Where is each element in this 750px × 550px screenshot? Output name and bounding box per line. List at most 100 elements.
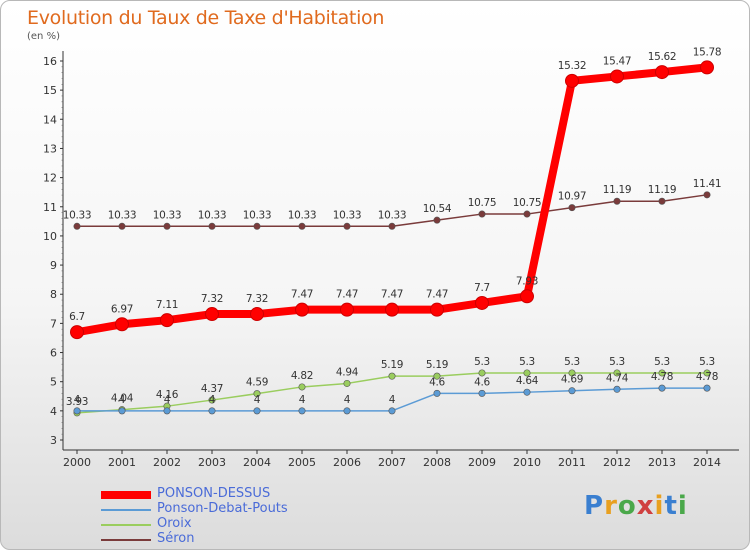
data-label: 5.3 bbox=[609, 356, 625, 368]
x-tick-label: 2002 bbox=[153, 456, 181, 469]
data-point bbox=[253, 222, 261, 230]
y-tick-label: 14 bbox=[43, 113, 57, 126]
data-label: 7.47 bbox=[426, 289, 448, 301]
data-point bbox=[658, 197, 666, 205]
legend-label: Ponson-Debat-Pouts bbox=[157, 501, 288, 516]
data-label: 10.54 bbox=[423, 203, 452, 215]
x-tick-label: 2009 bbox=[468, 456, 496, 469]
data-point bbox=[298, 383, 306, 391]
x-tick-label: 2004 bbox=[243, 456, 271, 469]
data-point bbox=[433, 389, 441, 397]
data-label: 10.33 bbox=[378, 209, 407, 221]
chart-title: Evolution du Taux de Taxe d'Habitation bbox=[27, 7, 385, 29]
data-point bbox=[613, 197, 621, 205]
data-point bbox=[388, 407, 396, 415]
y-tick-label: 13 bbox=[43, 142, 57, 155]
x-tick-label: 2007 bbox=[378, 456, 406, 469]
data-label: 6.7 bbox=[69, 311, 85, 323]
x-tick-label: 2000 bbox=[63, 456, 91, 469]
data-label: 4.6 bbox=[474, 376, 490, 388]
y-tick-label: 16 bbox=[43, 55, 57, 68]
data-label: 11.41 bbox=[693, 178, 722, 190]
data-point bbox=[253, 390, 261, 398]
data-label: 4.04 bbox=[111, 393, 134, 405]
data-label: 7.7 bbox=[474, 282, 490, 294]
data-label: 10.75 bbox=[513, 197, 542, 209]
y-tick-label: 6 bbox=[50, 347, 57, 360]
data-label: 4.94 bbox=[336, 366, 359, 378]
x-tick-label: 2008 bbox=[423, 456, 451, 469]
data-point bbox=[208, 396, 216, 404]
data-label: 10.33 bbox=[333, 209, 362, 221]
data-point bbox=[163, 222, 171, 230]
data-point bbox=[430, 302, 444, 317]
data-label: 4 bbox=[74, 394, 81, 406]
data-label: 4.64 bbox=[516, 375, 539, 387]
data-point bbox=[610, 69, 624, 84]
data-point bbox=[475, 295, 489, 310]
data-point bbox=[298, 222, 306, 230]
data-label: 4.69 bbox=[561, 374, 583, 386]
data-label: 15.47 bbox=[603, 55, 632, 67]
data-point bbox=[118, 407, 126, 415]
data-label: 10.33 bbox=[153, 209, 182, 221]
data-label: 4.59 bbox=[246, 377, 268, 389]
legend-label: Oroix bbox=[157, 516, 192, 531]
data-point bbox=[520, 289, 534, 304]
x-tick-label: 2013 bbox=[648, 456, 676, 469]
data-point bbox=[73, 222, 81, 230]
data-label: 10.75 bbox=[468, 197, 497, 209]
data-label: 10.33 bbox=[108, 209, 137, 221]
data-label: 7.32 bbox=[201, 293, 223, 305]
data-point bbox=[523, 210, 531, 218]
data-point bbox=[253, 407, 261, 415]
data-label: 15.32 bbox=[558, 60, 587, 72]
data-label: 7.93 bbox=[516, 275, 538, 287]
data-point bbox=[250, 307, 264, 322]
data-label: 4 bbox=[254, 394, 261, 406]
x-tick-label: 2011 bbox=[558, 456, 586, 469]
x-tick-label: 2003 bbox=[198, 456, 226, 469]
data-point bbox=[655, 65, 669, 80]
data-label: 4.78 bbox=[651, 371, 673, 383]
data-point bbox=[568, 387, 576, 395]
data-label: 7.32 bbox=[246, 293, 268, 305]
data-point bbox=[163, 407, 171, 415]
data-label: 3.93 bbox=[66, 396, 88, 408]
legend-swatch bbox=[101, 509, 151, 511]
data-label: 7.47 bbox=[291, 289, 313, 301]
data-label: 4.82 bbox=[291, 370, 313, 382]
y-tick-label: 5 bbox=[50, 376, 57, 389]
data-label: 11.19 bbox=[603, 184, 632, 196]
data-point bbox=[658, 369, 666, 377]
data-point bbox=[700, 60, 714, 75]
data-label: 4 bbox=[389, 394, 396, 406]
legend-label: Séron bbox=[157, 531, 195, 546]
data-point bbox=[613, 369, 621, 377]
data-point bbox=[388, 372, 396, 380]
proxiti-logo: Proxiti bbox=[584, 491, 688, 521]
data-point bbox=[478, 369, 486, 377]
data-label: 5.3 bbox=[699, 356, 715, 368]
y-tick-label: 3 bbox=[50, 434, 57, 447]
data-point bbox=[565, 73, 579, 88]
x-tick-label: 2012 bbox=[603, 456, 631, 469]
data-label: 10.97 bbox=[558, 191, 587, 203]
data-label: 7.11 bbox=[156, 299, 178, 311]
data-label: 4 bbox=[209, 394, 216, 406]
x-tick-label: 2001 bbox=[108, 456, 136, 469]
data-label: 5.19 bbox=[381, 359, 403, 371]
data-point bbox=[385, 302, 399, 317]
data-point bbox=[118, 222, 126, 230]
data-point bbox=[433, 216, 441, 224]
data-point bbox=[568, 369, 576, 377]
data-point bbox=[343, 407, 351, 415]
data-point bbox=[343, 222, 351, 230]
data-label: 10.33 bbox=[63, 209, 92, 221]
data-point bbox=[73, 407, 81, 415]
data-label: 6.97 bbox=[111, 303, 133, 315]
data-label: 4.6 bbox=[429, 376, 445, 388]
data-label: 4 bbox=[344, 394, 351, 406]
data-point bbox=[523, 369, 531, 377]
